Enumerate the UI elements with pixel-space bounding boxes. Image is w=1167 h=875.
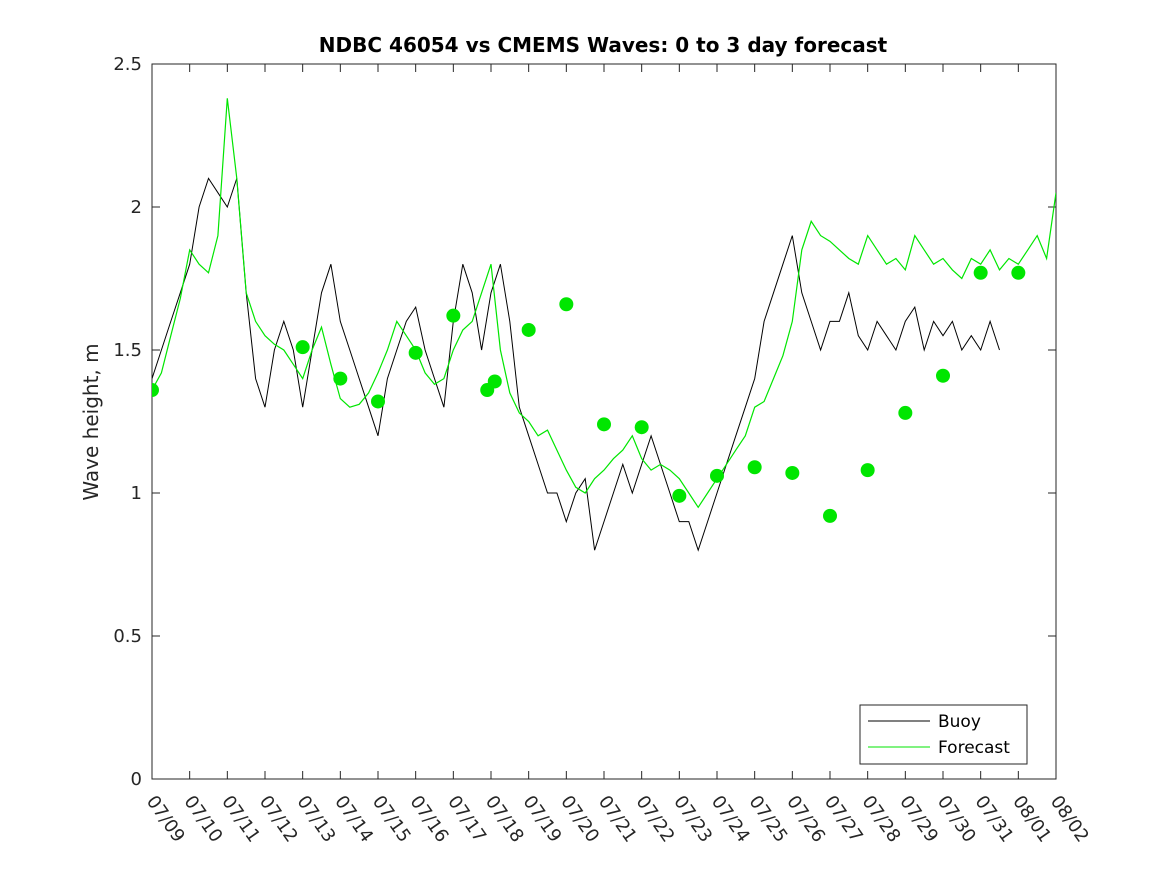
series-forecast-line — [152, 98, 1056, 509]
forecast-marker — [634, 420, 649, 435]
forecast-marker — [936, 368, 950, 383]
forecast-marker — [521, 322, 536, 337]
legend: Buoy Forecast — [859, 704, 1028, 765]
forecast-marker — [295, 340, 310, 355]
forecast-marker — [672, 488, 687, 503]
forecast-marker — [785, 465, 800, 480]
y-tick-label: 0.5 — [113, 626, 142, 647]
forecast-marker — [371, 394, 385, 409]
forecast-marker — [333, 371, 348, 386]
y-tick-label: 1 — [131, 483, 142, 504]
forecast-marker — [152, 383, 159, 398]
chart-title: NDBC 46054 vs CMEMS Waves: 0 to 3 day fo… — [319, 33, 888, 57]
forecast-marker — [860, 463, 875, 478]
data-group — [152, 98, 1056, 552]
forecast-marker — [823, 508, 837, 523]
y-tick-label: 1.5 — [113, 340, 142, 361]
legend-buoy-label: Buoy — [938, 712, 981, 732]
forecast-marker — [1011, 265, 1026, 280]
y-tick-label: 2.5 — [113, 54, 142, 75]
forecast-marker — [973, 265, 988, 280]
legend-forecast-label: Forecast — [938, 738, 1010, 758]
forecast-marker — [747, 460, 762, 475]
forecast-marker — [559, 297, 574, 312]
forecast-marker — [710, 468, 724, 483]
y-tick-label: 0 — [131, 769, 142, 790]
forecast-marker — [408, 345, 423, 360]
forecast-marker — [446, 308, 461, 323]
series-buoy-line — [152, 177, 1000, 552]
forecast-marker — [898, 405, 913, 420]
y-axis-label: Wave height, m — [79, 343, 103, 500]
legend-box — [859, 704, 1028, 765]
forecast-marker — [487, 374, 502, 389]
forecast-marker — [597, 417, 611, 432]
y-tick-label: 2 — [131, 197, 142, 218]
